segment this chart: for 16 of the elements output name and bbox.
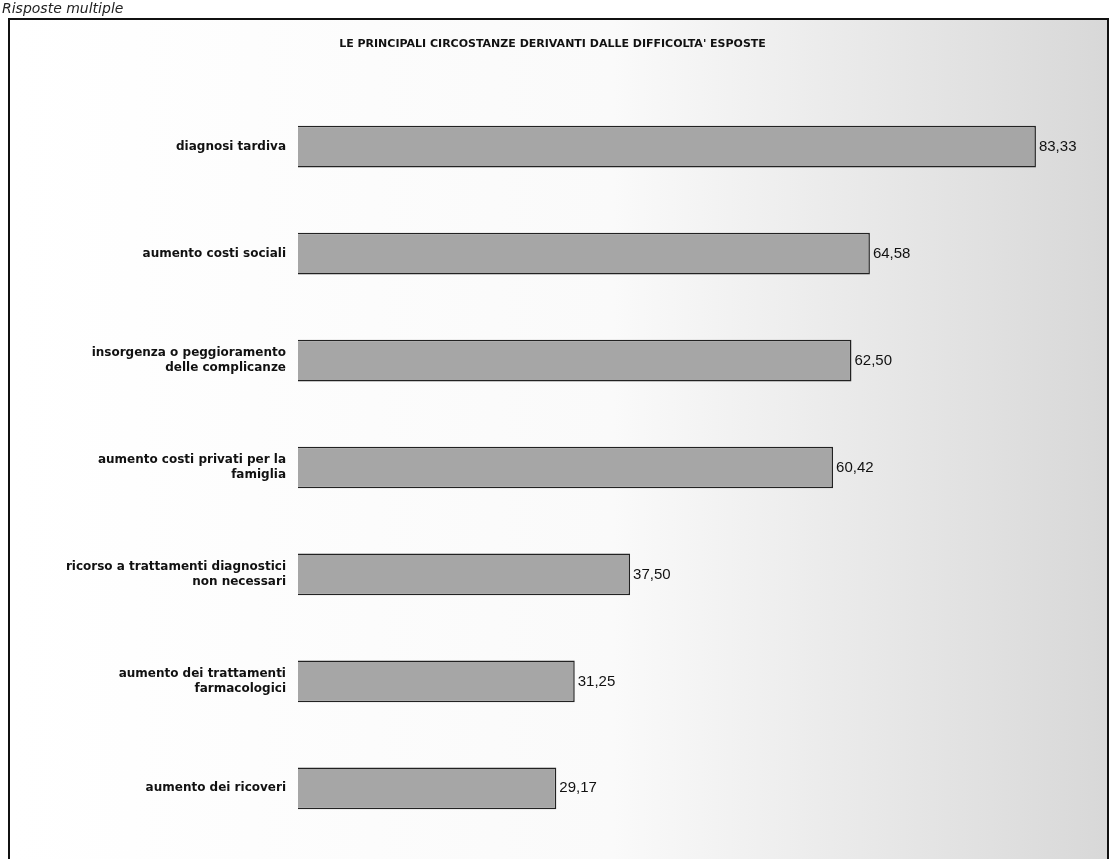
data-label: 29,17 — [559, 778, 597, 796]
data-label: 60,42 — [836, 457, 874, 475]
data-label: 37,50 — [633, 564, 671, 582]
y-tick-label: aumento dei ricoveri — [145, 780, 286, 795]
y-tick-label: diagnosi tardiva — [176, 138, 286, 153]
data-label: 64,58 — [872, 243, 911, 261]
chart-title: LE PRINCIPALI CIRCOSTANZE DERIVANTI DALLE DIFFICOLTA' ESPOSTE — [339, 37, 766, 51]
data-label: 31,25 — [577, 671, 616, 689]
y-tick-label: insorgenza o peggioramento delle complicanze — [91, 345, 286, 374]
y-tick-label: aumento dei trattamenti farmacologici — [118, 666, 286, 695]
y-tick-label: ricorso a trattamenti diagnostici non necessari — [65, 559, 286, 588]
data-label: 83,33 — [1038, 136, 1077, 154]
text: Risposte multiple — [2, 0, 124, 16]
data-label: 62,50 — [854, 350, 893, 368]
y-tick-label: aumento costi sociali — [142, 245, 286, 260]
y-tick-label: aumento costi privati per la famiglia — [97, 452, 286, 481]
